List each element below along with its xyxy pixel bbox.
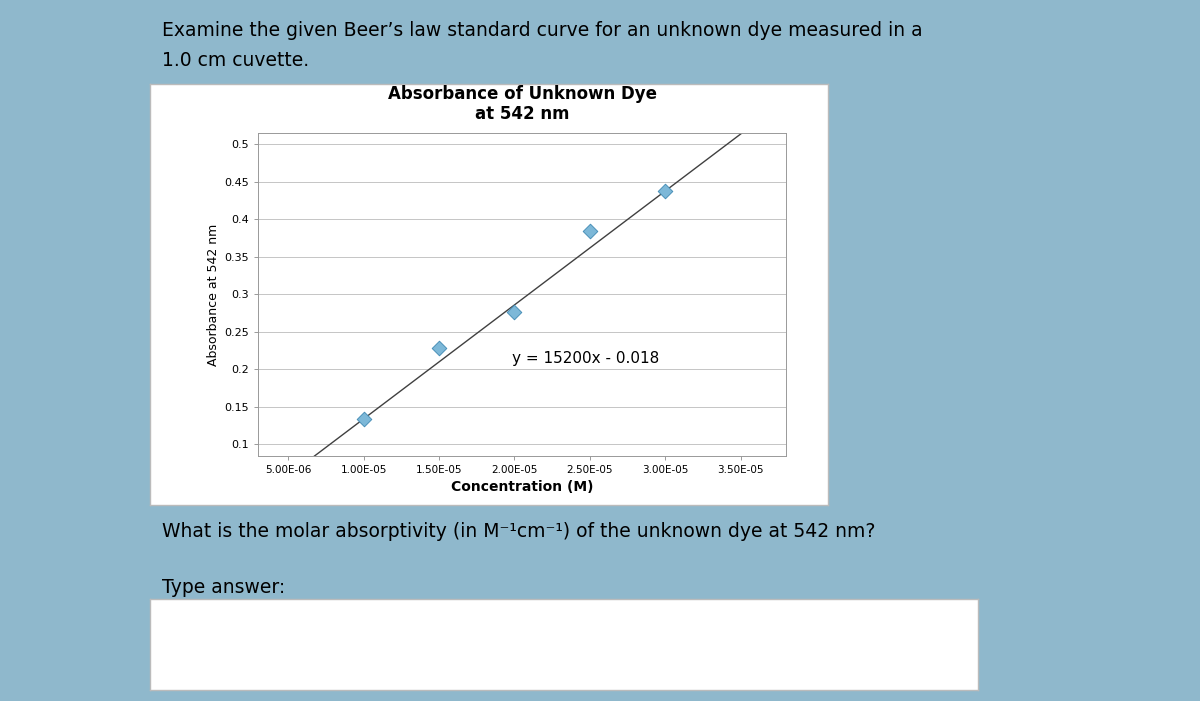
Text: Type answer:: Type answer: — [162, 578, 286, 597]
Title: Absorbance of Unknown Dye
at 542 nm: Absorbance of Unknown Dye at 542 nm — [388, 85, 656, 123]
Point — [655, 185, 674, 196]
Text: Examine the given Beer’s law standard curve for an unknown dye measured in a
1.0: Examine the given Beer’s law standard cu… — [162, 21, 923, 69]
Point — [505, 307, 524, 318]
Point — [581, 226, 600, 237]
Point — [430, 343, 449, 354]
Y-axis label: Absorbance at 542 nm: Absorbance at 542 nm — [208, 224, 220, 365]
X-axis label: Concentration (M): Concentration (M) — [451, 480, 593, 494]
Text: y = 15200x - 0.018: y = 15200x - 0.018 — [511, 351, 659, 367]
Point — [354, 414, 373, 425]
Text: What is the molar absorptivity (in M⁻¹cm⁻¹) of the unknown dye at 542 nm?: What is the molar absorptivity (in M⁻¹cm… — [162, 522, 875, 541]
